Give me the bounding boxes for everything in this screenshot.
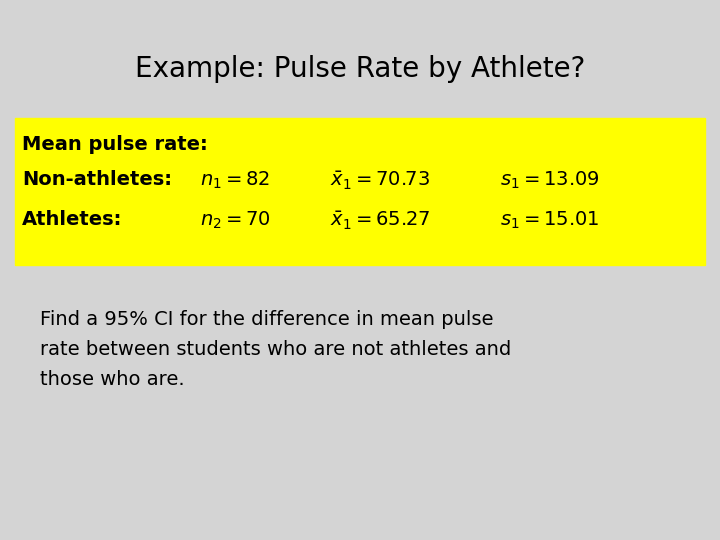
Text: Example: Pulse Rate by Athlete?: Example: Pulse Rate by Athlete? — [135, 55, 585, 83]
Text: Athletes:: Athletes: — [22, 210, 122, 229]
Text: Find a 95% CI for the difference in mean pulse: Find a 95% CI for the difference in mean… — [40, 310, 493, 329]
Text: Mean pulse rate:: Mean pulse rate: — [22, 135, 208, 154]
Text: $\bar{x}_1 = 65.27$: $\bar{x}_1 = 65.27$ — [330, 210, 431, 232]
Text: $s_1 = 15.01$: $s_1 = 15.01$ — [500, 210, 599, 231]
Text: $n_1 = 82$: $n_1 = 82$ — [200, 170, 270, 191]
Text: those who are.: those who are. — [40, 370, 184, 389]
Text: Non-athletes:: Non-athletes: — [22, 170, 172, 189]
Text: rate between students who are not athletes and: rate between students who are not athlet… — [40, 340, 511, 359]
FancyBboxPatch shape — [15, 118, 705, 265]
Text: $n_2 = 70$: $n_2 = 70$ — [200, 210, 271, 231]
Text: $\bar{x}_1 = 70.73$: $\bar{x}_1 = 70.73$ — [330, 170, 430, 192]
Text: $s_1 = 13.09$: $s_1 = 13.09$ — [500, 170, 600, 191]
